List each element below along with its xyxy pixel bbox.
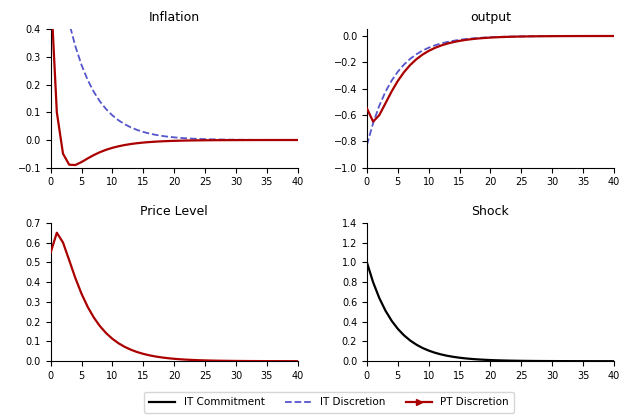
Title: output: output (470, 11, 511, 24)
Title: Price Level: Price Level (141, 205, 208, 218)
Title: Shock: Shock (472, 205, 510, 218)
Legend: IT Commitment, IT Discretion, PT Discretion: IT Commitment, IT Discretion, PT Discret… (144, 392, 514, 413)
Title: Inflation: Inflation (149, 11, 200, 24)
